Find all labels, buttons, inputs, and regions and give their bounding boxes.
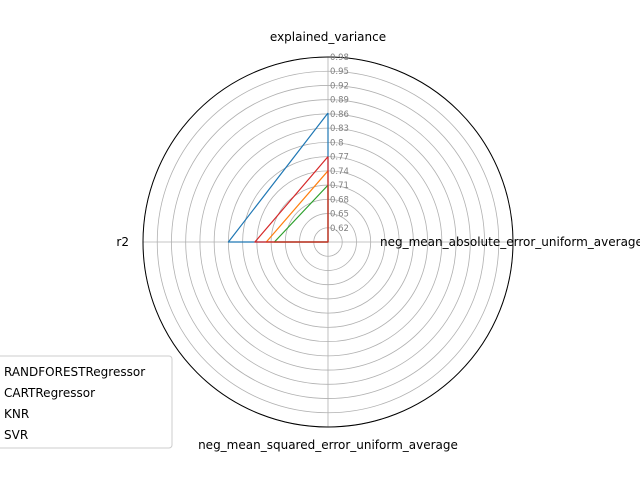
axis-label-r2: r2 (116, 235, 129, 249)
axis-label-neg-mean-absolute-error: neg_mean_absolute_error_uniform_average (380, 235, 640, 249)
radial-tick-label: 0.71 (330, 181, 349, 191)
axis-labels: explained_variance neg_mean_absolute_err… (116, 30, 640, 452)
radial-tick-label: 0.83 (330, 124, 349, 134)
axis-label-neg-mean-squared-error: neg_mean_squared_error_uniform_average (198, 438, 458, 452)
legend-frame (0, 355, 173, 449)
radial-tick-label: 0.92 (330, 81, 349, 91)
legend-entry-randforest: RANDFORESTRegressor (4, 365, 145, 379)
axis-label-explained-variance: explained_variance (270, 30, 386, 44)
radial-tick-label: 0.95 (330, 67, 349, 77)
legend: RANDFORESTRegressor CARTRegressor KNR SV… (0, 355, 173, 449)
radial-tick-labels: 0.62 0.65 0.68 0.71 0.74 0.77 0.8 0.83 0.86 0.89 0… (330, 53, 349, 234)
series-lines (227, 112, 329, 243)
legend-entry-knr: KNR (4, 407, 29, 421)
radial-tick-label: 0.65 (330, 210, 349, 220)
polar-frame (142, 56, 514, 428)
series-line-0 (227, 112, 329, 243)
radial-tick-label: 0.77 (330, 153, 349, 163)
radial-tick-label: 0.98 (330, 53, 349, 63)
legend-entry-svr: SVR (4, 428, 28, 442)
radial-tick-label: 0.89 (330, 96, 349, 106)
radial-tick-label: 0.8 (330, 138, 344, 148)
radial-tick-label: 0.68 (330, 195, 349, 205)
legend-entry-cart: CARTRegressor (4, 386, 95, 400)
radial-tick-label: 0.86 (330, 110, 349, 120)
radial-tick-label: 0.74 (330, 167, 349, 177)
radial-tick-label: 0.62 (330, 224, 349, 234)
series-line-3 (254, 156, 329, 243)
